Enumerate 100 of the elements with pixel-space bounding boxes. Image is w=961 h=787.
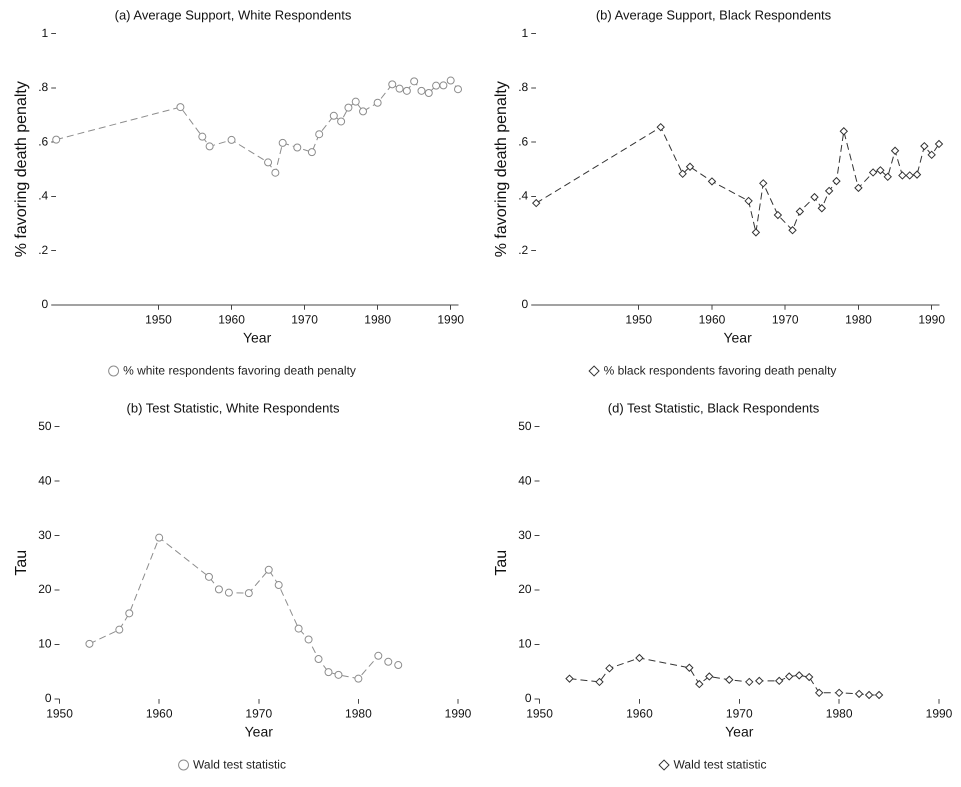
y-tick-label: 0 (44, 691, 52, 706)
y-tick-label: .2 (38, 242, 49, 257)
x-tick-label: 1980 (845, 312, 872, 326)
y-tick-label: 0 (42, 297, 49, 312)
x-axis-title: Year (244, 723, 274, 740)
point (206, 142, 214, 150)
x-axis-title: Year (725, 723, 754, 740)
y-tick-label: 0 (522, 297, 529, 312)
point (410, 77, 418, 86)
point (928, 150, 936, 159)
point (796, 208, 804, 216)
point (840, 127, 848, 136)
chart-title: (d) Test Statistic, Black Respondents (608, 400, 820, 416)
x-tick-label: 1960 (218, 312, 246, 326)
x-tick-label: 1950 (526, 706, 554, 720)
x-axis-title: Year (723, 329, 752, 346)
point (324, 668, 333, 676)
x-axis-title: Year (242, 329, 272, 346)
point (875, 690, 884, 699)
point (605, 664, 614, 672)
point (402, 86, 411, 95)
y-tick-label: 30 (38, 528, 52, 542)
point (204, 572, 213, 581)
x-tick-label: 1990 (444, 706, 472, 720)
y-tick-label: 50 (518, 418, 532, 433)
point (125, 609, 134, 618)
y-tick-label: 10 (518, 636, 532, 651)
point (678, 170, 687, 178)
y-tick-label: 1 (522, 26, 529, 40)
point (334, 670, 342, 679)
point (354, 674, 362, 683)
point (532, 199, 540, 208)
point (214, 585, 223, 594)
point (920, 142, 928, 150)
chart-title: (b) Test Statistic, White Respondents (126, 400, 340, 416)
x-tick-label: 1990 (918, 312, 946, 326)
y-tick-label: 10 (38, 636, 52, 651)
x-tick-label: 1970 (245, 706, 272, 720)
point (244, 589, 253, 598)
x-tick-label: 1980 (364, 312, 392, 326)
point (818, 204, 826, 212)
legend-label: Wald test statistic (193, 757, 286, 772)
point (264, 566, 273, 574)
point (788, 226, 797, 234)
point (759, 179, 768, 188)
point (352, 98, 360, 106)
legend-label: % white respondents favoring death penalty (123, 363, 356, 378)
point (176, 103, 184, 112)
point (775, 676, 784, 685)
point (810, 193, 818, 202)
point (388, 80, 396, 88)
point (566, 674, 574, 683)
point (359, 107, 368, 116)
y-tick-label: 20 (518, 582, 532, 596)
point (374, 652, 382, 660)
point (685, 664, 694, 672)
y-tick-label: 0 (524, 691, 532, 706)
point (745, 678, 754, 686)
point (815, 688, 824, 697)
point (635, 654, 644, 662)
point (294, 624, 303, 633)
point (293, 144, 302, 152)
point (906, 171, 914, 180)
point (891, 146, 900, 155)
point (308, 148, 316, 156)
point (835, 688, 844, 697)
point (337, 117, 346, 126)
x-tick-label: 1980 (826, 706, 853, 720)
point (869, 168, 878, 176)
point (785, 672, 794, 680)
point (394, 661, 402, 670)
point (656, 123, 665, 132)
x-tick-label: 1950 (625, 312, 652, 326)
y-tick-label: 20 (38, 582, 52, 596)
x-tick-label: 1990 (437, 312, 464, 326)
y-tick-label: .8 (38, 80, 49, 94)
point (865, 690, 874, 699)
x-tick-label: 1980 (345, 706, 372, 720)
point (424, 88, 433, 97)
y-tick-label: .4 (38, 188, 49, 203)
y-tick-label: 40 (38, 473, 52, 488)
point (278, 138, 287, 147)
point (454, 85, 462, 94)
point (854, 184, 862, 192)
point (825, 186, 834, 195)
point (755, 676, 764, 685)
x-tick-label: 1960 (146, 706, 173, 720)
point (304, 635, 313, 644)
point (224, 588, 233, 597)
y-tick-label: .4 (518, 188, 529, 203)
point (330, 112, 338, 120)
point (725, 676, 734, 684)
x-tick-label: 1960 (698, 312, 726, 326)
x-tick-label: 1970 (291, 312, 318, 326)
x-tick-label: 1990 (926, 706, 953, 720)
point (935, 140, 943, 148)
y-axis-title: % favoring death penalty (493, 81, 510, 258)
point (832, 177, 840, 186)
y-axis-title: Tau (493, 550, 510, 576)
point (595, 678, 604, 686)
